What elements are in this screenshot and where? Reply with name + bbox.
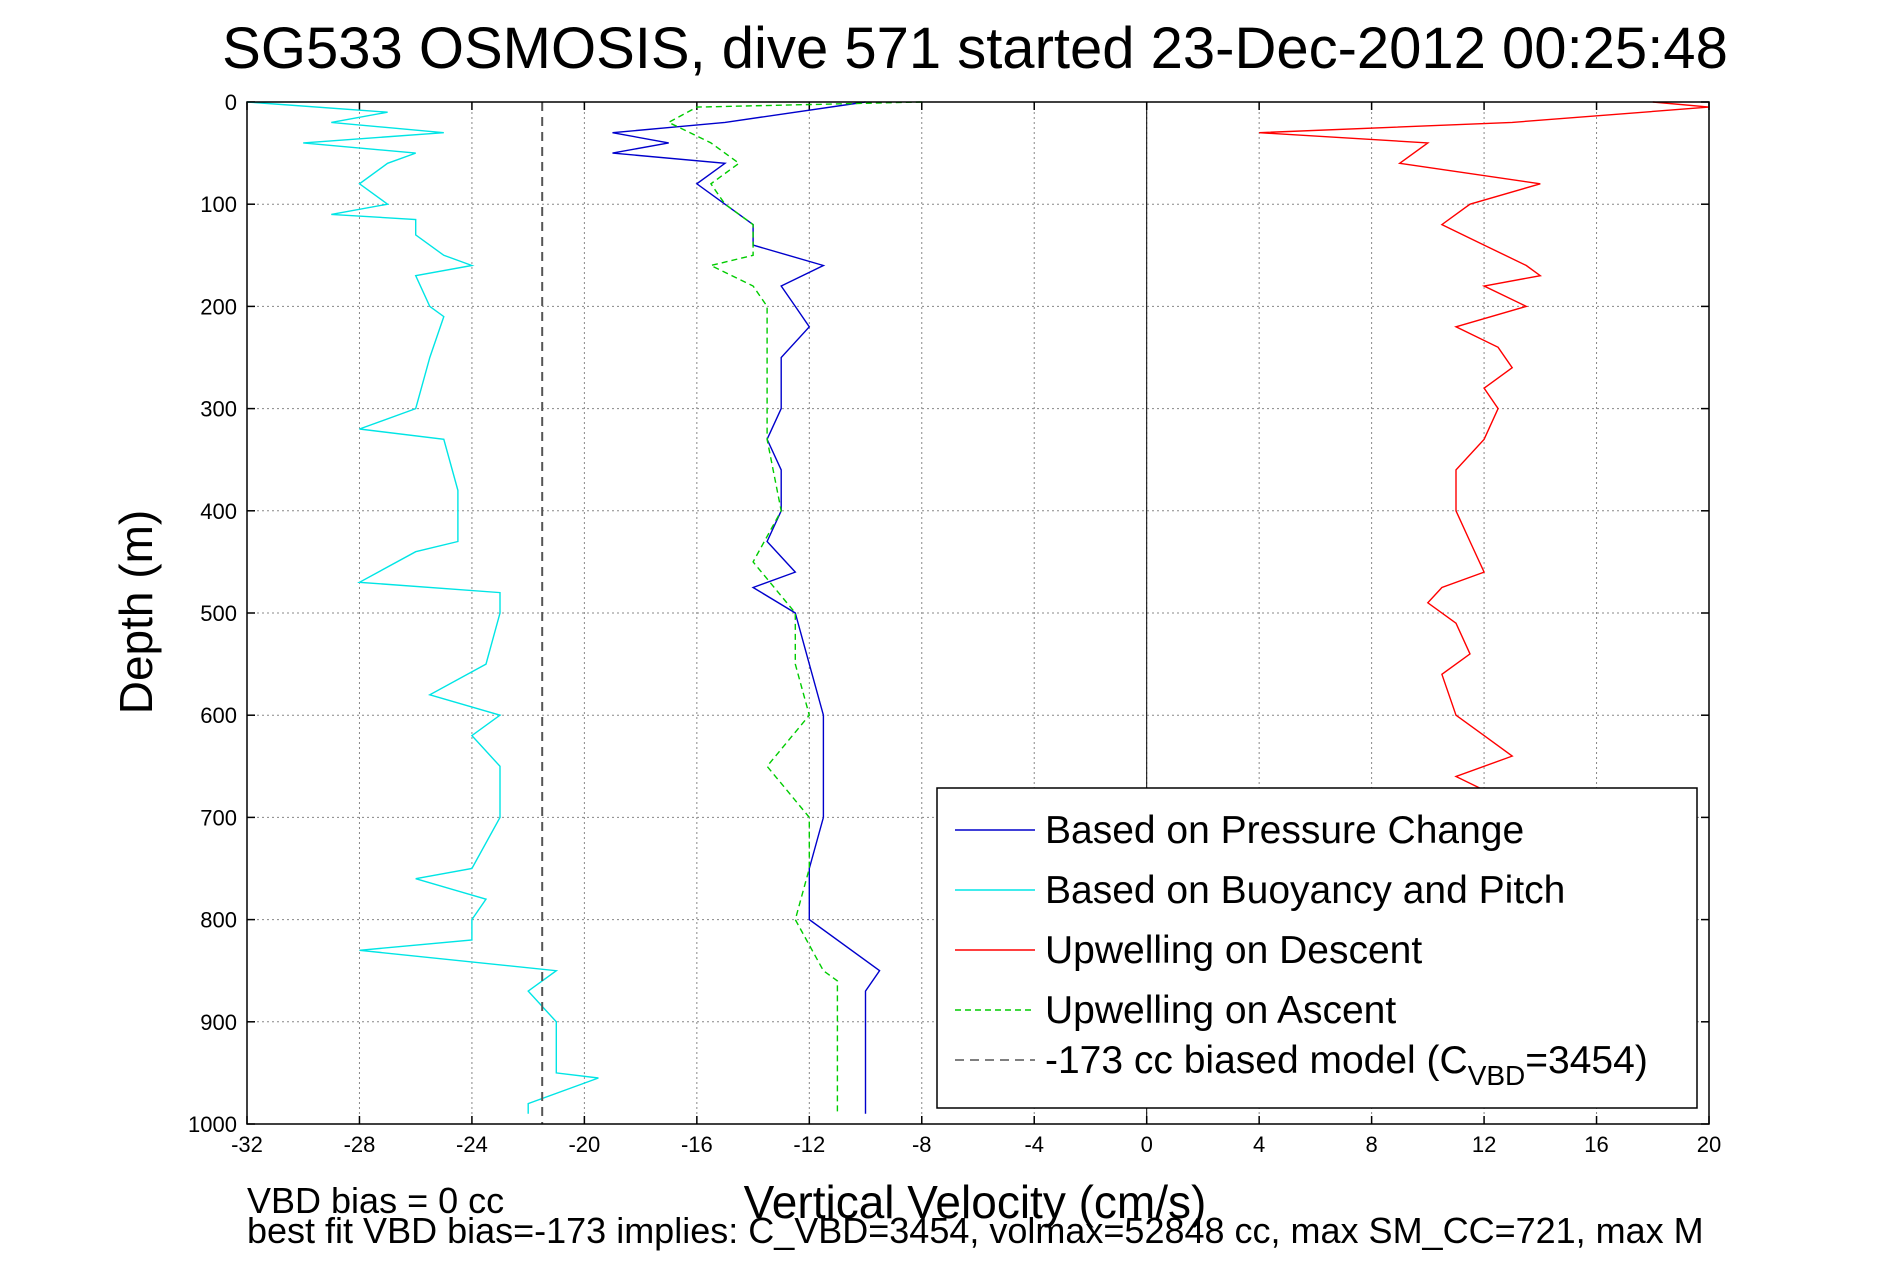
legend-label: Based on Pressure Change (1045, 809, 1524, 852)
x-tick-labels: -32 -28 -24 -20 -16 -12 -8 -4 0 4 8 12 16 20 (231, 1132, 1721, 1157)
series-layer (246, 101, 1710, 1124)
x-tick-label: 4 (1253, 1132, 1265, 1157)
y-tick-label: 600 (200, 703, 237, 728)
x-tick-label: -24 (456, 1132, 488, 1157)
y-tick-label: 800 (200, 908, 237, 933)
y-tick-label: 400 (200, 499, 237, 524)
y-tick-label: 300 (200, 397, 237, 422)
vbd-bias-note: VBD bias = 0 cc (247, 1180, 504, 1221)
x-tick-label: 0 (1141, 1132, 1153, 1157)
x-tick-label: -32 (231, 1132, 263, 1157)
y-axis-label: Depth (m) (110, 510, 162, 714)
legend-label: -173 cc biased model (CVBD=3454) (1045, 1039, 1648, 1091)
x-tick-label: 12 (1472, 1132, 1496, 1157)
y-tick-label: 100 (200, 192, 237, 217)
y-tick-label: 900 (200, 1010, 237, 1035)
legend-label: Upwelling on Descent (1045, 929, 1422, 972)
y-tick-labels: 0 100 200 300 400 500 600 700 800 900 1000 (188, 90, 237, 1137)
x-tick-label: 8 (1365, 1132, 1377, 1157)
y-tick-label: 1000 (188, 1112, 237, 1137)
legend: Based on Pressure Change Based on Buoyanc… (936, 787, 1698, 1109)
series-line-1 (246, 101, 599, 1114)
x-tick-label: -16 (681, 1132, 713, 1157)
series-line-3 (667, 101, 922, 1114)
x-tick-label: -4 (1024, 1132, 1044, 1157)
series-line-2 (1259, 101, 1710, 798)
x-tick-label: -28 (344, 1132, 376, 1157)
x-tick-label: 20 (1697, 1132, 1721, 1157)
y-tick-label: 500 (200, 601, 237, 626)
series-line-0 (612, 101, 881, 1114)
chart-title: SG533 OSMOSIS, dive 571 started 23-Dec-2… (222, 16, 1728, 81)
legend-box (936, 787, 1698, 1109)
x-tick-label: -12 (793, 1132, 825, 1157)
x-axis-label: Vertical Velocity (cm/s) (744, 1176, 1207, 1228)
y-tick-label: 200 (200, 294, 237, 319)
legend-label: Based on Buoyancy and Pitch (1045, 869, 1565, 912)
legend-label: Upwelling on Ascent (1045, 989, 1396, 1032)
x-tick-label: -20 (568, 1132, 600, 1157)
plot-frame (246, 101, 1710, 1125)
y-tick-label: 0 (225, 90, 237, 115)
x-tick-label: 16 (1584, 1132, 1608, 1157)
y-tick-label: 700 (200, 805, 237, 830)
best-fit-note: best fit VBD bias=-173 implies: C_VBD=34… (247, 1210, 1704, 1251)
x-tick-label: -8 (912, 1132, 932, 1157)
